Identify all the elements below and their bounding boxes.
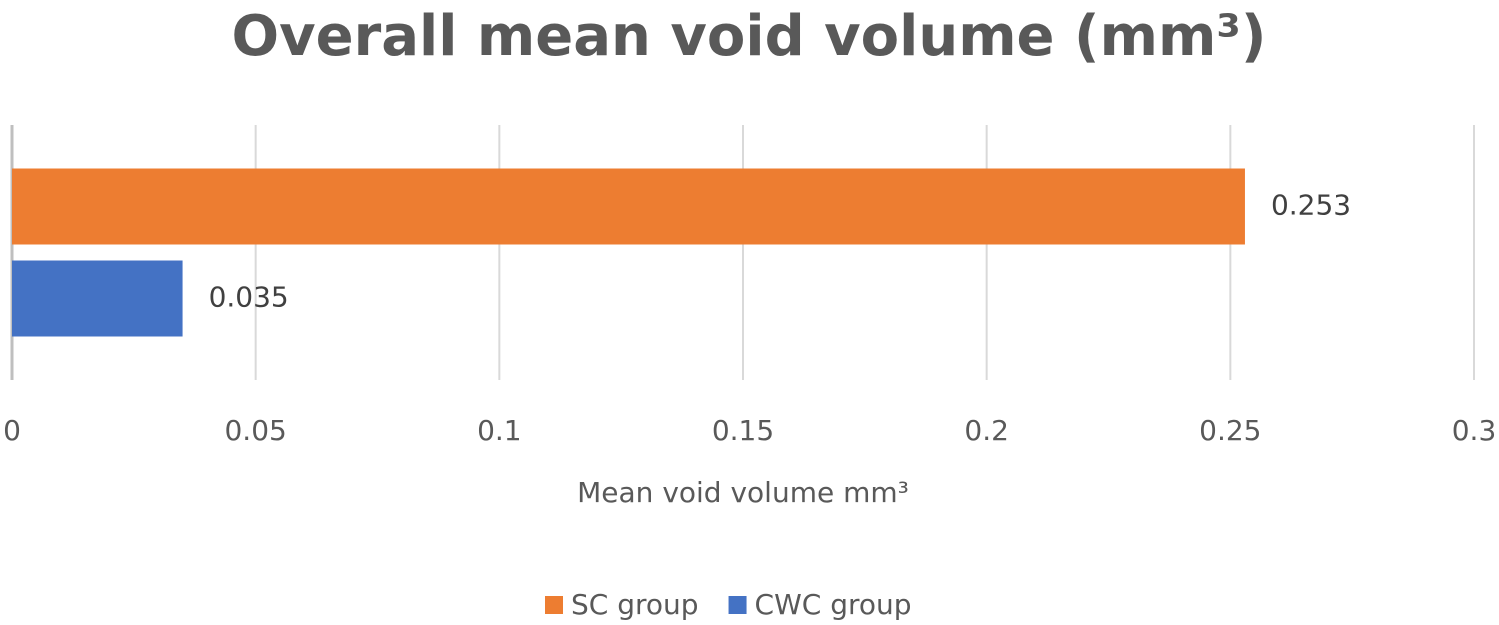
bar: [12, 168, 1245, 245]
x-tick-label: 0.05: [224, 414, 286, 447]
bar: [12, 260, 183, 337]
x-tick-label: 0: [3, 414, 21, 447]
chart-title: Overall mean void volume (mm³): [232, 4, 1267, 69]
x-tick-label: 0.15: [712, 414, 774, 447]
x-tick-label: 0.1: [477, 414, 522, 447]
legend-swatch: [728, 596, 747, 614]
legend-label: SC group: [571, 588, 699, 621]
data-label: 0.253: [1271, 189, 1351, 222]
x-tick-label: 0.3: [1452, 414, 1497, 447]
legend-swatch: [545, 596, 563, 614]
data-label: 0.035: [209, 281, 289, 314]
legend-label: CWC group: [755, 588, 912, 621]
x-tick-label: 0.25: [1199, 414, 1261, 447]
x-axis-label: Mean void volume mm³: [577, 476, 909, 509]
x-tick-label: 0.2: [964, 414, 1009, 447]
